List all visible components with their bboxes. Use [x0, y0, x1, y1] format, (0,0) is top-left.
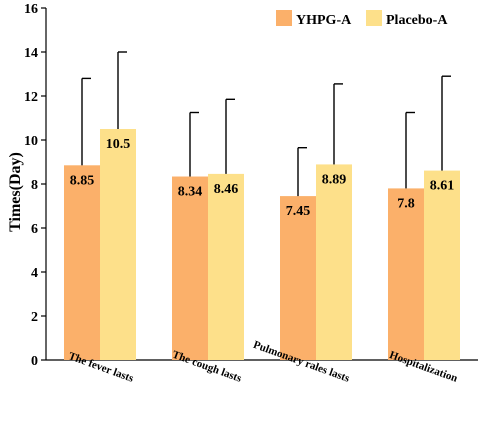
data-label: 8.46	[214, 182, 239, 197]
bar-yhpg-a-3	[388, 188, 424, 360]
data-label: 7.45	[286, 204, 311, 219]
data-label: 8.34	[178, 185, 203, 200]
bar-yhpg-a-1	[172, 176, 208, 360]
y-tick-label: 8	[31, 178, 38, 193]
legend-swatch-placebo-a	[366, 10, 382, 26]
y-tick-label: 0	[31, 354, 38, 369]
data-label: 8.85	[70, 173, 95, 188]
legend-label: Placebo-A	[386, 13, 448, 28]
data-label: 8.61	[430, 179, 455, 194]
data-labels: 8.85 10.5 8.34 8.46 7.45 8.89 7.8 8.61	[70, 137, 455, 219]
y-tick-label: 14	[24, 46, 38, 61]
y-tick-label: 10	[24, 134, 38, 149]
y-axis-title: Times(Day)	[7, 152, 24, 232]
legend-label: YHPG-A	[296, 13, 352, 28]
bars	[64, 129, 460, 360]
y-axis: 0 2 4 6 8 10 12 14 16	[24, 2, 47, 369]
legend-swatch-yhpg-a	[276, 10, 292, 26]
error-bars	[81, 51, 451, 197]
bar-placebo-a-2	[316, 164, 352, 360]
data-label: 10.5	[106, 137, 131, 152]
y-tick-label: 4	[31, 266, 38, 281]
bar-yhpg-a-2	[280, 196, 316, 360]
data-label: 7.8	[397, 196, 415, 211]
y-tick-label: 6	[31, 222, 38, 237]
bar-placebo-a-0	[100, 129, 136, 360]
y-tick-label: 16	[24, 2, 38, 17]
y-tick-label: 12	[24, 90, 38, 105]
legend: YHPG-A Placebo-A	[276, 10, 448, 28]
bar-yhpg-a-0	[64, 165, 100, 360]
bar-placebo-a-3	[424, 170, 460, 360]
data-label: 8.89	[322, 172, 347, 187]
bar-placebo-a-1	[208, 173, 244, 360]
y-tick-label: 2	[31, 310, 38, 325]
